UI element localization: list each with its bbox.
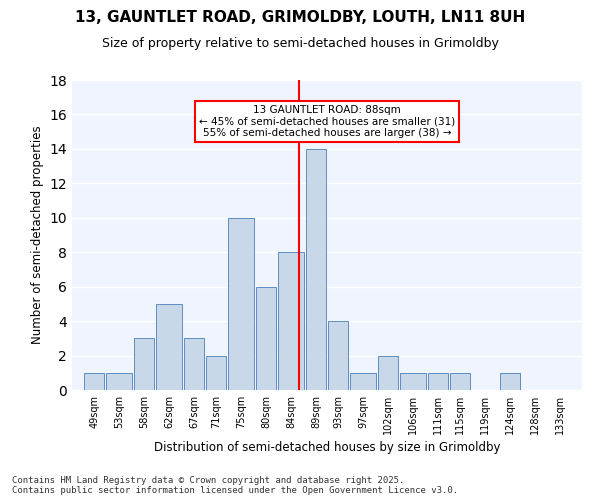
X-axis label: Distribution of semi-detached houses by size in Grimoldby: Distribution of semi-detached houses by …	[154, 441, 500, 454]
Bar	[328, 321, 349, 390]
Bar	[500, 373, 520, 390]
Bar	[134, 338, 154, 390]
Bar	[156, 304, 182, 390]
Bar	[305, 149, 326, 390]
Bar	[228, 218, 254, 390]
Bar	[206, 356, 226, 390]
Bar	[278, 252, 304, 390]
Bar	[84, 373, 104, 390]
Y-axis label: Number of semi-detached properties: Number of semi-detached properties	[31, 126, 44, 344]
Text: 13, GAUNTLET ROAD, GRIMOLDBY, LOUTH, LN11 8UH: 13, GAUNTLET ROAD, GRIMOLDBY, LOUTH, LN1…	[75, 10, 525, 25]
Bar	[256, 286, 276, 390]
Text: 13 GAUNTLET ROAD: 88sqm
← 45% of semi-detached houses are smaller (31)
55% of se: 13 GAUNTLET ROAD: 88sqm ← 45% of semi-de…	[199, 105, 455, 138]
Bar	[350, 373, 376, 390]
Bar	[378, 356, 398, 390]
Bar	[450, 373, 470, 390]
Bar	[400, 373, 426, 390]
Text: Size of property relative to semi-detached houses in Grimoldby: Size of property relative to semi-detach…	[101, 38, 499, 51]
Bar	[106, 373, 132, 390]
Bar	[428, 373, 448, 390]
Bar	[184, 338, 204, 390]
Text: Contains HM Land Registry data © Crown copyright and database right 2025.
Contai: Contains HM Land Registry data © Crown c…	[12, 476, 458, 495]
